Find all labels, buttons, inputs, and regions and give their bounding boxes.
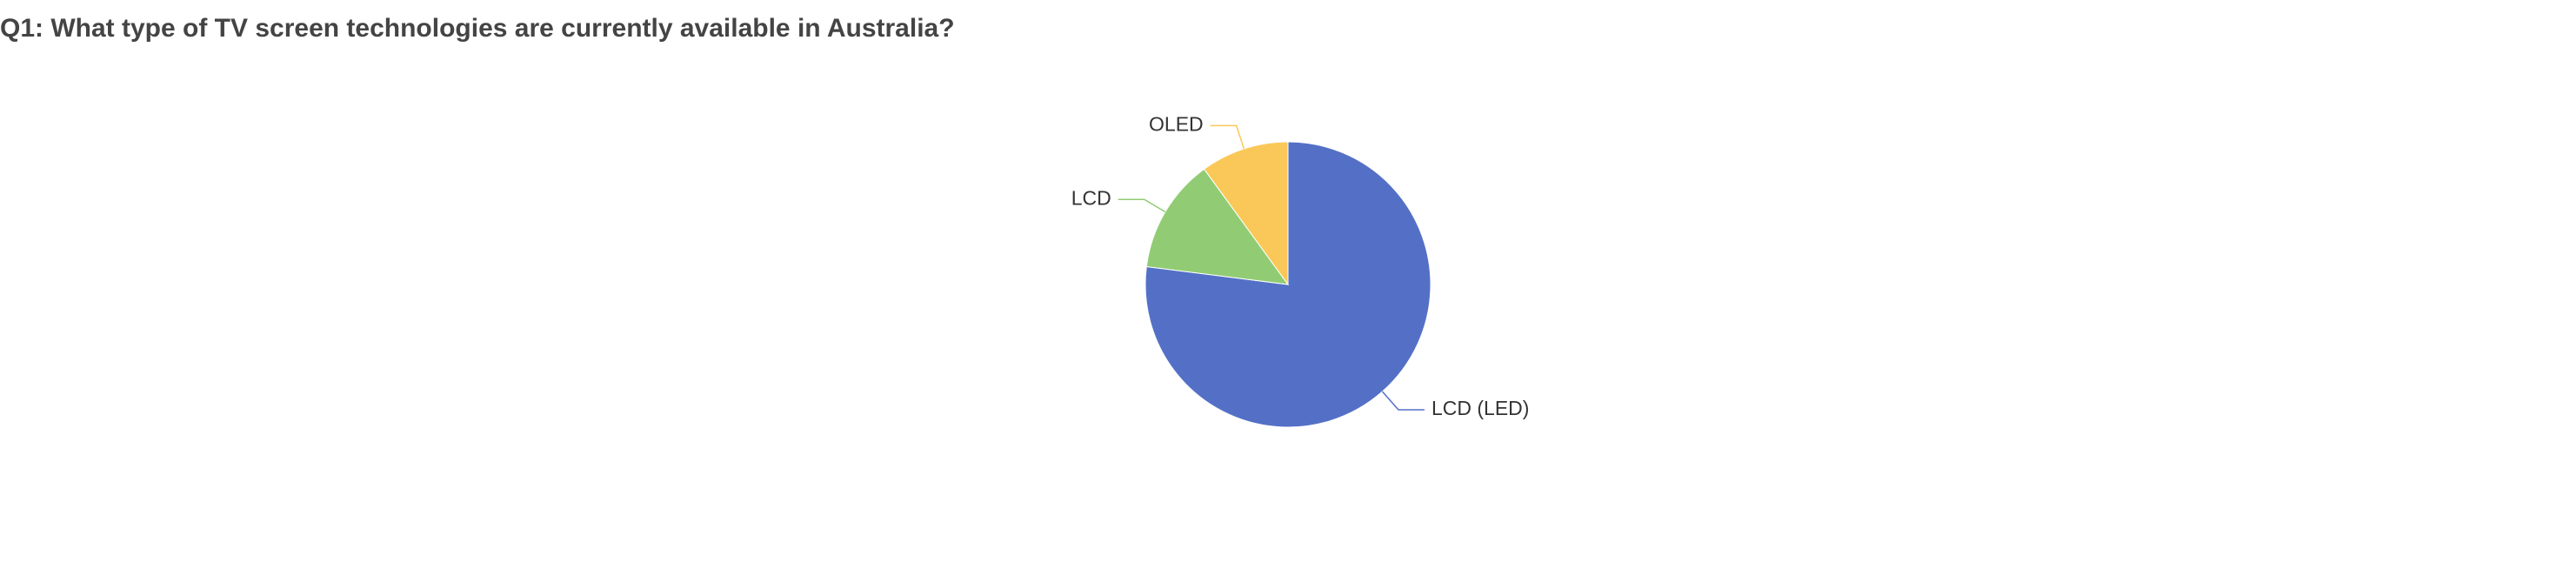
leader-line-lcd-led bbox=[1381, 391, 1425, 411]
leader-line-oled bbox=[1210, 124, 1245, 150]
pie-labels: LCD (LED) LCD OLED bbox=[1071, 112, 1530, 419]
pie-slice-lcd-led[interactable] bbox=[1145, 141, 1431, 428]
pie-slices bbox=[1145, 141, 1431, 428]
pie-slice-lcd[interactable] bbox=[1145, 168, 1290, 285]
slice-label-lcd: LCD bbox=[1071, 186, 1111, 209]
page-title: Q1: What type of TV screen technologies … bbox=[0, 14, 955, 43]
slice-label-lcd-led: LCD (LED) bbox=[1431, 397, 1529, 419]
slice-label-oled: OLED bbox=[1149, 112, 1204, 135]
leader-line-lcd bbox=[1118, 198, 1166, 213]
